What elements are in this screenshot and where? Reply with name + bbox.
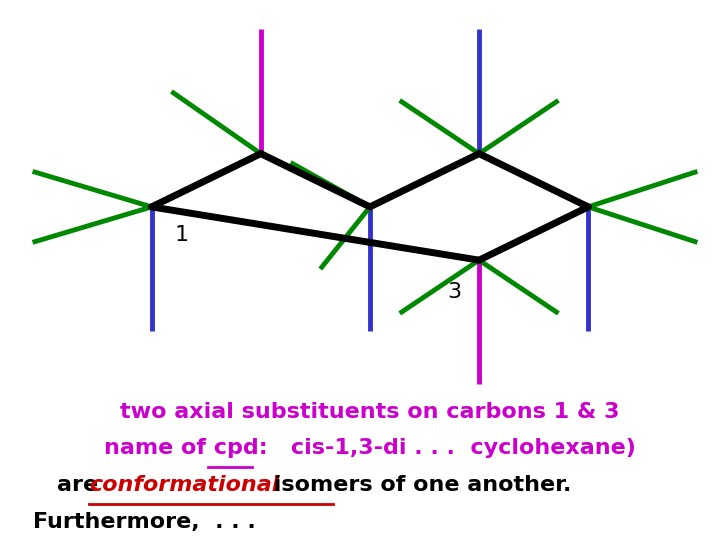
Text: cis: cis <box>208 437 243 457</box>
Text: 1: 1 <box>174 225 189 245</box>
Text: 3: 3 <box>447 282 462 302</box>
Text: two axial substituents on carbons 1 & 3: two axial substituents on carbons 1 & 3 <box>120 402 620 422</box>
Text: conformational: conformational <box>89 475 279 495</box>
Text: name of cpd:   cis-1,3-di . . .  cyclohexane): name of cpd: cis-1,3-di . . . cyclohexan… <box>104 437 636 457</box>
Text: Furthermore,  . . .: Furthermore, . . . <box>32 512 256 532</box>
Text: are: are <box>58 475 107 495</box>
Text: isomers of one another.: isomers of one another. <box>266 475 571 495</box>
